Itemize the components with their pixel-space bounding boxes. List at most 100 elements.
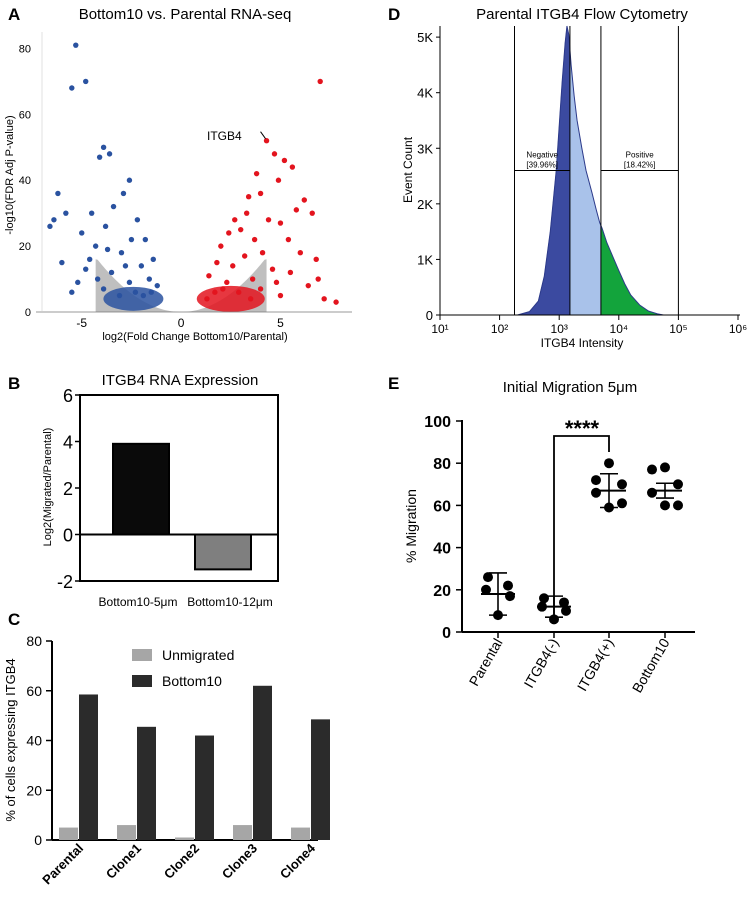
- up-regulated-gene-point: [271, 151, 278, 157]
- up-regulated-gene-point: [309, 210, 315, 216]
- migration-data-point: [481, 584, 491, 595]
- down-regulated-gene-point: [110, 203, 117, 210]
- up-regulated-gene-point: [251, 236, 258, 243]
- panel-letter-c: C: [8, 610, 20, 629]
- panel-d-xtick-label: 10³: [551, 322, 568, 336]
- up-regulated-gene-point: [236, 289, 242, 295]
- down-regulated-gene-point: [59, 259, 65, 266]
- panel-a-title: Bottom10 vs. Parental RNA-seq: [79, 6, 292, 23]
- down-regulated-gene-point: [83, 78, 89, 85]
- up-regulated-gene-point: [245, 194, 252, 200]
- down-regulated-gene-point: [134, 217, 141, 223]
- panel-d-xtick-label: 10⁴: [610, 322, 629, 336]
- up-regulated-gene-point: [259, 250, 266, 256]
- volcano-plot-area: [47, 42, 339, 312]
- down-regulated-gene-point: [140, 292, 147, 299]
- down-regulated-gene-point: [104, 246, 111, 253]
- migration-data-point: [673, 479, 683, 490]
- panel-a-ytick-label: 0: [25, 307, 31, 319]
- down-regulated-dense-cluster: [103, 286, 164, 311]
- panel-c-ticks: Parental Clone1 Clone2 Clone3 Clone4 0 20 40 60 8…: [26, 633, 318, 887]
- down-regulated-gene-point: [88, 210, 95, 216]
- unmigrated-bar: [59, 827, 78, 840]
- up-regulated-gene-point: [238, 226, 244, 233]
- down-regulated-gene-point: [51, 217, 57, 223]
- up-regulated-gene-point: [277, 292, 284, 299]
- panel-a-volcano: Bottom10 vs. Parental RNA-seq 0 20 40 60 80 -…: [4, 6, 352, 343]
- rna-expression-bar: [112, 442, 170, 536]
- migration-data-point: [647, 464, 657, 475]
- migration-data-point: [617, 498, 627, 509]
- significance-stars: ****: [565, 416, 600, 441]
- up-regulated-gene-point: [263, 138, 270, 144]
- down-regulated-gene-point: [69, 85, 75, 91]
- legend-swatch-unmigrated: [132, 649, 152, 661]
- panel-d-flow-cytometry: Parental ITGB4 Flow Cytometry Negative[3…: [401, 6, 747, 350]
- panel-d-xtick-label: 10¹: [431, 322, 448, 336]
- down-regulated-gene-point: [154, 282, 160, 289]
- up-regulated-gene-point: [333, 299, 339, 305]
- panel-e-migration: Initial Migration 5μm Parental ITGB4(-) IT…: [403, 379, 695, 695]
- panel-e-ytick-label: 60: [433, 498, 451, 515]
- panel-c-category-label: Clone1: [103, 841, 144, 882]
- negative-gate-label: Negative: [526, 151, 558, 160]
- down-regulated-gene-point: [126, 279, 133, 286]
- panel-d-xtick-label: 10²: [491, 322, 508, 336]
- down-regulated-gene-point: [73, 42, 79, 48]
- migration-data-point: [591, 475, 601, 486]
- panel-d-ytick-label: 0: [426, 308, 433, 323]
- panel-d-xtick-label: 10⁵: [669, 322, 687, 336]
- panel-c-category-label: Clone3: [219, 841, 260, 882]
- panel-b-category-label: Bottom10-5μm: [99, 595, 178, 609]
- up-regulated-gene-point: [275, 177, 282, 183]
- down-regulated-gene-point: [86, 256, 93, 262]
- significance-bracket: [553, 435, 610, 621]
- down-regulated-gene-point: [106, 151, 113, 157]
- panel-b-title: ITGB4 RNA Expression: [102, 372, 259, 389]
- down-regulated-gene-point: [108, 269, 115, 276]
- histogram-outline: [517, 25, 664, 316]
- up-regulated-gene-point: [224, 279, 230, 286]
- panel-c-ytick-label: 80: [26, 633, 42, 649]
- panel-e-category-label: Bottom10: [629, 635, 673, 695]
- panel-a-ytick-label: 80: [19, 43, 31, 55]
- panel-a-xtick-label: -5: [76, 316, 87, 330]
- up-regulated-gene-point: [301, 197, 307, 203]
- up-regulated-gene-point: [257, 286, 264, 292]
- down-regulated-gene-point: [83, 266, 89, 272]
- panel-c-ytick-label: 20: [26, 782, 42, 798]
- panel-c-ytick-label: 0: [34, 832, 42, 848]
- unmigrated-bar: [175, 837, 194, 840]
- rna-expression-bar: [194, 533, 252, 571]
- down-regulated-gene-point: [128, 236, 135, 243]
- down-regulated-gene-point: [118, 250, 125, 256]
- panel-b-rna-expression: ITGB4 RNA Expression Bottom10-5μm Bottom1…: [42, 372, 279, 609]
- up-regulated-gene-point: [281, 157, 288, 164]
- up-regulated-gene-point: [218, 243, 224, 249]
- panel-c-category-label: Parental: [39, 841, 86, 888]
- up-regulated-gene-point: [214, 259, 220, 266]
- down-regulated-gene-point: [55, 190, 61, 197]
- panel-e-title: Initial Migration 5μm: [503, 379, 638, 396]
- positive-population-fill: [600, 225, 664, 316]
- up-regulated-gene-point: [247, 296, 254, 302]
- legend-label-unmigrated: Unmigrated: [162, 647, 234, 663]
- down-regulated-gene-point: [132, 289, 139, 295]
- up-regulated-gene-point: [241, 253, 248, 259]
- panel-c-ytick-label: 60: [26, 683, 42, 699]
- bottom10-bar: [79, 694, 98, 840]
- down-regulated-gene-point: [100, 286, 107, 292]
- panel-d-ytick-label: 3K: [417, 141, 433, 156]
- down-regulated-gene-point: [138, 263, 145, 269]
- up-regulated-gene-point: [313, 256, 319, 262]
- panel-c-ytick-label: 40: [26, 733, 42, 749]
- up-regulated-gene-point: [232, 217, 238, 223]
- panel-d-ticks: 0 1K 2K 3K 4K 5K 10¹ 10² 10³ 10⁴ 10⁵ 10⁶: [417, 30, 747, 336]
- positive-gate-percent: [18.42%]: [624, 161, 656, 170]
- up-regulated-gene-point: [273, 279, 280, 286]
- migration-data-point: [505, 591, 515, 602]
- bottom10-bar: [137, 726, 156, 840]
- itgb4-annotation-leader: [260, 131, 266, 139]
- panel-b-category-label: Bottom10-12μm: [187, 595, 273, 609]
- down-regulated-gene-point: [94, 276, 101, 282]
